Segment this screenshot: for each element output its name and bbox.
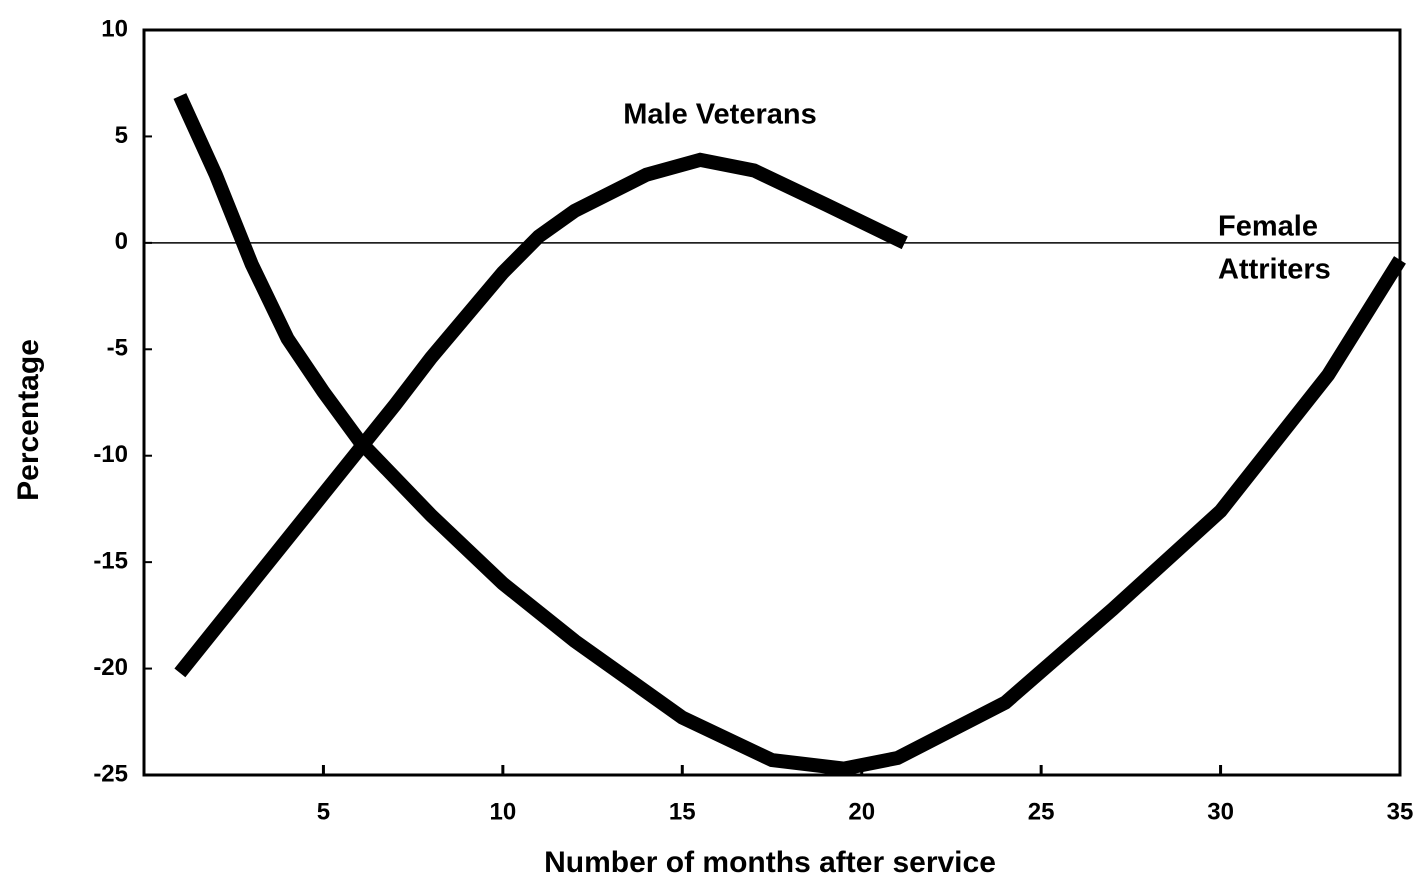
y-tick-label: -10 <box>93 441 128 468</box>
x-tick-label: 25 <box>1028 798 1055 825</box>
x-tick-label: 10 <box>490 798 517 825</box>
y-tick-label: 5 <box>115 122 128 149</box>
x-tick-label: 35 <box>1387 798 1414 825</box>
y-tick-label: 0 <box>115 228 128 255</box>
y-tick-label: 10 <box>101 15 128 42</box>
y-tick-label: -25 <box>93 760 128 787</box>
annotation: Male Veterans <box>623 99 816 131</box>
x-axis-title: Number of months after service <box>544 846 996 879</box>
y-tick-label: -15 <box>93 547 128 574</box>
x-tick-label: 20 <box>848 798 875 825</box>
y-tick-label: -5 <box>107 335 128 362</box>
y-axis-title: Percentage <box>12 339 45 501</box>
plot-frame <box>142 28 1402 777</box>
annotation: Female <box>1218 211 1318 243</box>
y-tick-label: -20 <box>93 654 128 681</box>
x-tick-label: 15 <box>669 798 696 825</box>
x-tick-label: 5 <box>317 798 330 825</box>
annotation: Attriters <box>1218 254 1331 286</box>
series-line <box>174 152 908 678</box>
x-tick-label: 30 <box>1207 798 1234 825</box>
series-line <box>173 93 1406 776</box>
